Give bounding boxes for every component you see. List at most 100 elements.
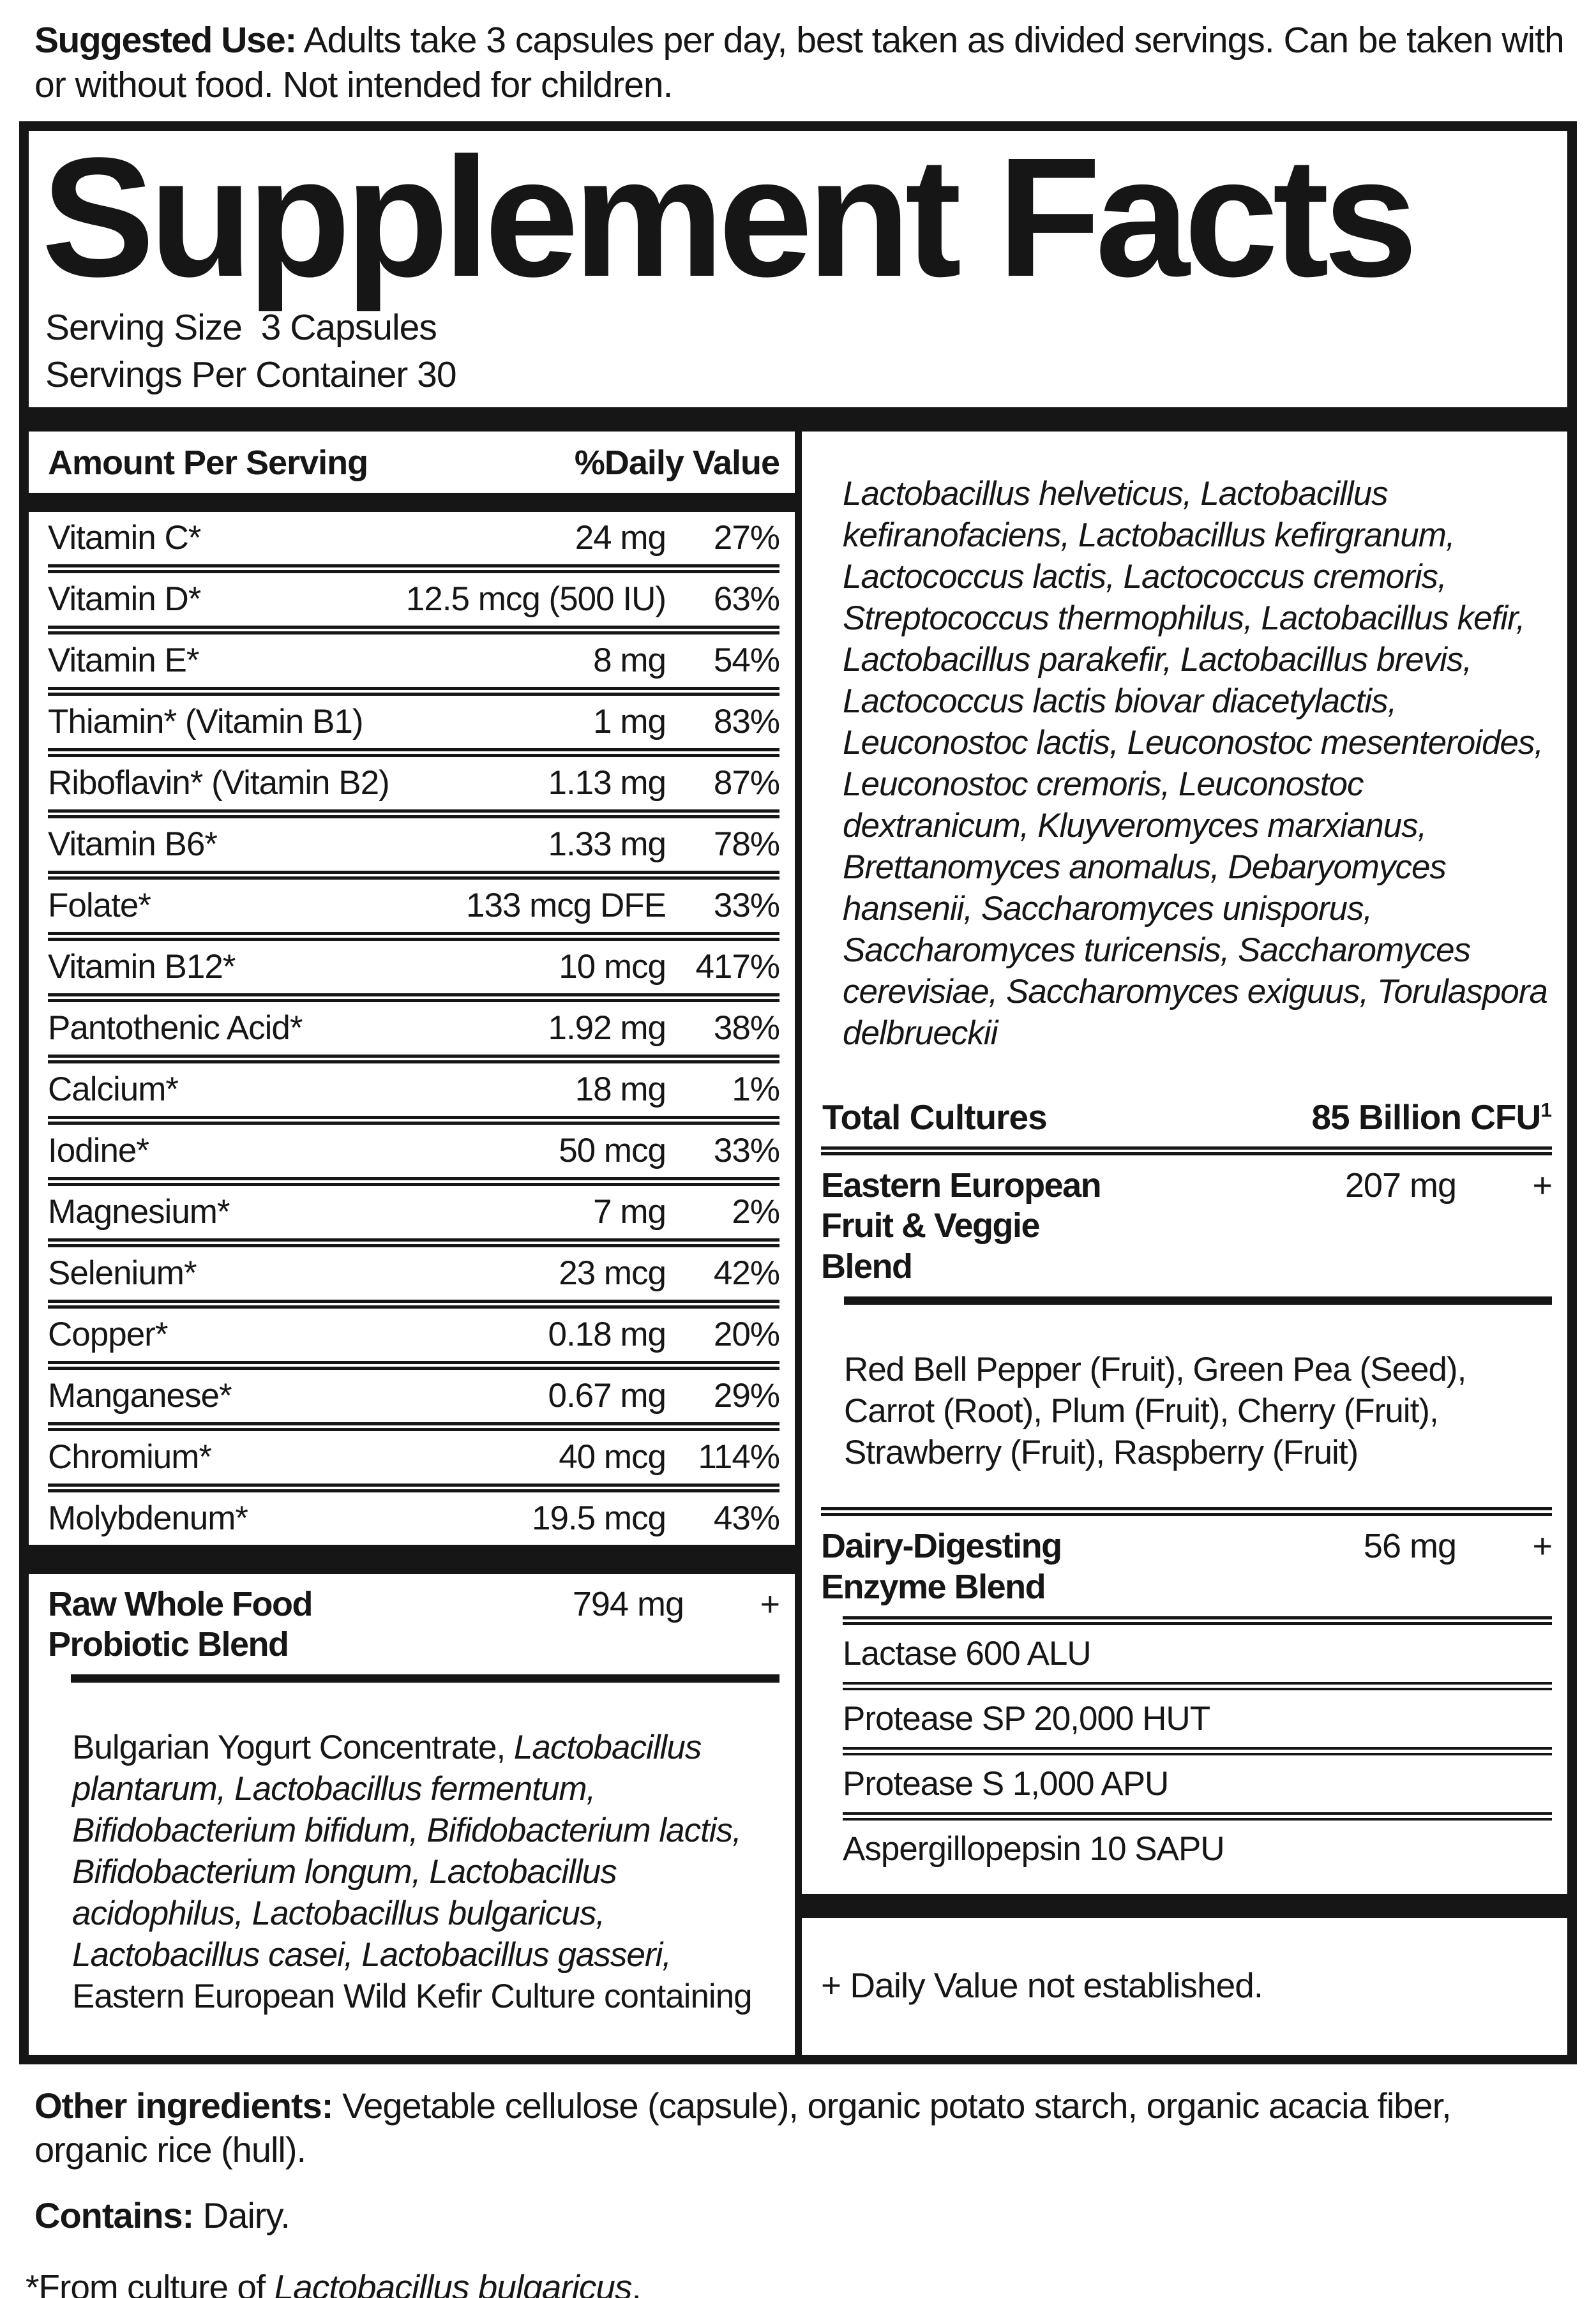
list-item: Aspergillopepsin 10 SAPU bbox=[843, 1812, 1552, 1877]
blend-name: Dairy-Digesting Enzyme Blend bbox=[821, 1526, 1062, 1606]
nutrient-dv: 33% bbox=[713, 886, 780, 924]
table-row: Chromium* 40 mcg 114% bbox=[48, 1422, 780, 1483]
table-row: Vitamin B6* 1.33 mg 78% bbox=[48, 809, 780, 871]
contains-label: Contains: bbox=[34, 2195, 194, 2236]
suggested-use: Suggested Use: Adults take 3 capsules pe… bbox=[34, 18, 1570, 107]
nutrient-amount: 0.67 mg bbox=[548, 1376, 666, 1415]
table-row: Vitamin E* 8 mg 54% bbox=[48, 625, 780, 687]
table-row: Copper* 0.18 mg 20% bbox=[48, 1299, 780, 1361]
servings-per-container: Servings Per Container 30 bbox=[45, 354, 457, 395]
asterisk-footnote: *From culture of Lactobacillus bulgaricu… bbox=[26, 2267, 1568, 2298]
left-column: Amount Per Serving %Daily Value Vitamin … bbox=[29, 431, 802, 2055]
nutrient-amount: 19.5 mcg bbox=[531, 1499, 666, 1537]
nutrient-name: Magnesium* bbox=[48, 1192, 230, 1231]
asterisk-footnote-species: Lactobacillus bulgaricus bbox=[274, 2267, 633, 2298]
nutrient-dv: 87% bbox=[713, 763, 780, 802]
table-header: Amount Per Serving %Daily Value bbox=[29, 432, 795, 493]
blend-name: Eastern European Fruit & Veggie Blend bbox=[821, 1166, 1102, 1286]
nutrient-name: Chromium* bbox=[48, 1438, 212, 1476]
nutrient-dv: 43% bbox=[713, 1499, 780, 1537]
probiotic-ingredient-list: Bulgarian Yogurt Concentrate, Lactobacil… bbox=[29, 1716, 795, 2017]
divider-bar-footnote bbox=[802, 1894, 1567, 1919]
nutrient-dv: 83% bbox=[713, 702, 780, 740]
total-cultures-row: Total Cultures 85 Billion CFU1 bbox=[802, 1088, 1567, 1146]
fruit-veggie-ingredient-list: Red Bell Pepper (Fruit), Green Pea (Seed… bbox=[844, 1350, 1466, 1471]
header-daily-value: %Daily Value bbox=[574, 443, 780, 482]
nutrient-dv: 114% bbox=[698, 1438, 780, 1476]
list-item: Protease SP 20,000 HUT bbox=[843, 1682, 1552, 1747]
separator bbox=[821, 1506, 1552, 1516]
nutrient-amount: 40 mcg bbox=[559, 1438, 666, 1476]
other-ingredients: Other ingredients: Vegetable cellulose (… bbox=[34, 2084, 1568, 2172]
divider-bar-top bbox=[29, 407, 1567, 432]
nutrient-amount: 0.18 mg bbox=[548, 1315, 666, 1353]
blend-name: Raw Whole Food Probiotic Blend bbox=[48, 1584, 313, 1664]
nutrient-name: Vitamin D* bbox=[48, 580, 201, 618]
other-ingredients-label: Other ingredients: bbox=[34, 2085, 333, 2126]
table-row: Magnesium* 7 mg 2% bbox=[48, 1176, 780, 1238]
blend-underline bbox=[71, 1674, 779, 1683]
nutrient-name: Manganese* bbox=[48, 1376, 232, 1415]
nutrient-amount: 18 mg bbox=[575, 1070, 666, 1108]
divider-bar-header bbox=[29, 492, 795, 512]
probiotic-desc-roman: Bulgarian Yogurt Concentrate, bbox=[72, 1729, 514, 1767]
other-ingredients-text: Vegetable cellulose (capsule), organic p… bbox=[34, 2085, 1452, 2170]
nutrient-amount: 1.92 mg bbox=[548, 1009, 666, 1047]
table-row: Vitamin D* 12.5 mcg (500 IU) 63% bbox=[48, 564, 780, 626]
nutrient-dv: 63% bbox=[713, 580, 780, 618]
table-row: Folate* 133 mcg DFE 33% bbox=[48, 870, 780, 932]
table-row: Molybdenum* 19.5 mcg 43% bbox=[48, 1483, 780, 1545]
nutrient-amount: 10 mcg bbox=[559, 947, 666, 986]
nutrient-dv: 78% bbox=[713, 825, 780, 863]
nutrient-amount: 1.13 mg bbox=[548, 763, 666, 802]
panel-columns: Amount Per Serving %Daily Value Vitamin … bbox=[29, 431, 1567, 2055]
probiotic-blend-row: Raw Whole Food Probiotic Blend 794 mg + bbox=[29, 1574, 795, 1673]
probiotic-desc-italic: Lactobacillus plantarum, Lactobacillus f… bbox=[72, 1729, 742, 1974]
serving-size: Serving Size 3 Capsules bbox=[45, 306, 437, 348]
nutrient-name: Molybdenum* bbox=[48, 1499, 248, 1537]
table-row: Calcium* 18 mg 1% bbox=[48, 1054, 780, 1116]
total-cultures-label: Total Cultures bbox=[822, 1097, 1048, 1137]
nutrient-amount: 24 mg bbox=[575, 518, 666, 557]
nutrient-name: Pantothenic Acid* bbox=[48, 1009, 303, 1047]
separator bbox=[821, 1146, 1552, 1155]
table-row: Selenium* 23 mcg 42% bbox=[48, 1238, 780, 1300]
list-item: Lactase 600 ALU bbox=[843, 1635, 1092, 1673]
nutrient-table: Vitamin C* 24 mg 27% Vitamin D* 12.5 mcg (5… bbox=[29, 512, 795, 1545]
cfu-footnote-sup: 1 bbox=[1540, 1098, 1552, 1122]
nutrient-amount: 50 mcg bbox=[559, 1131, 666, 1169]
nutrient-name: Vitamin B12* bbox=[48, 947, 236, 986]
nutrient-dv: 2% bbox=[732, 1192, 780, 1231]
probiotic-desc-roman-2: Eastern European Wild Kefir Culture cont… bbox=[72, 1978, 753, 2016]
nutrient-name: Thiamin* (Vitamin B1) bbox=[48, 702, 363, 740]
blend-amount: 56 mg bbox=[1363, 1526, 1457, 1565]
nutrient-name: Vitamin E* bbox=[48, 641, 199, 679]
supplement-facts-panel: Supplement Facts Serving Size 3 Capsules… bbox=[19, 121, 1577, 2065]
contains-statement: Contains: Dairy. bbox=[34, 2195, 1568, 2236]
nutrient-name: Vitamin B6* bbox=[48, 825, 218, 863]
divider-bar-blend bbox=[29, 1544, 795, 1574]
nutrient-dv: 1% bbox=[732, 1070, 780, 1108]
panel-title: Supplement Facts bbox=[41, 123, 1418, 312]
suggested-use-label: Suggested Use: bbox=[34, 20, 297, 61]
enzyme-blend-row: Dairy-Digesting Enzyme Blend 56 mg + bbox=[802, 1516, 1567, 1615]
table-row: Iodine* 50 mcg 33% bbox=[48, 1115, 780, 1177]
nutrient-amount: 8 mg bbox=[593, 641, 666, 679]
list-item: Protease S 1,000 APU bbox=[843, 1747, 1552, 1812]
nutrient-name: Riboflavin* (Vitamin B2) bbox=[48, 763, 390, 802]
nutrient-amount: 12.5 mcg (500 IU) bbox=[405, 580, 666, 618]
nutrient-name: Vitamin C* bbox=[48, 518, 201, 557]
table-row: Vitamin C* 24 mg 27% bbox=[48, 512, 780, 564]
blend-dv: + bbox=[1532, 1526, 1553, 1565]
total-cultures-value: 85 Billion CFU1 bbox=[1311, 1097, 1552, 1137]
nutrient-dv: 54% bbox=[713, 641, 780, 679]
nutrient-amount: 1 mg bbox=[593, 702, 666, 740]
nutrient-amount: 133 mcg DFE bbox=[465, 886, 666, 924]
nutrient-dv: 20% bbox=[713, 1315, 780, 1353]
table-row: Thiamin* (Vitamin B1) 1 mg 83% bbox=[48, 686, 780, 748]
right-column: Lactobacillus helveticus, Lactobacillus … bbox=[802, 432, 1567, 2055]
nutrient-name: Folate* bbox=[48, 886, 151, 924]
nutrient-dv: 33% bbox=[713, 1131, 780, 1169]
table-row: Vitamin B12* 10 mcg 417% bbox=[48, 931, 780, 993]
